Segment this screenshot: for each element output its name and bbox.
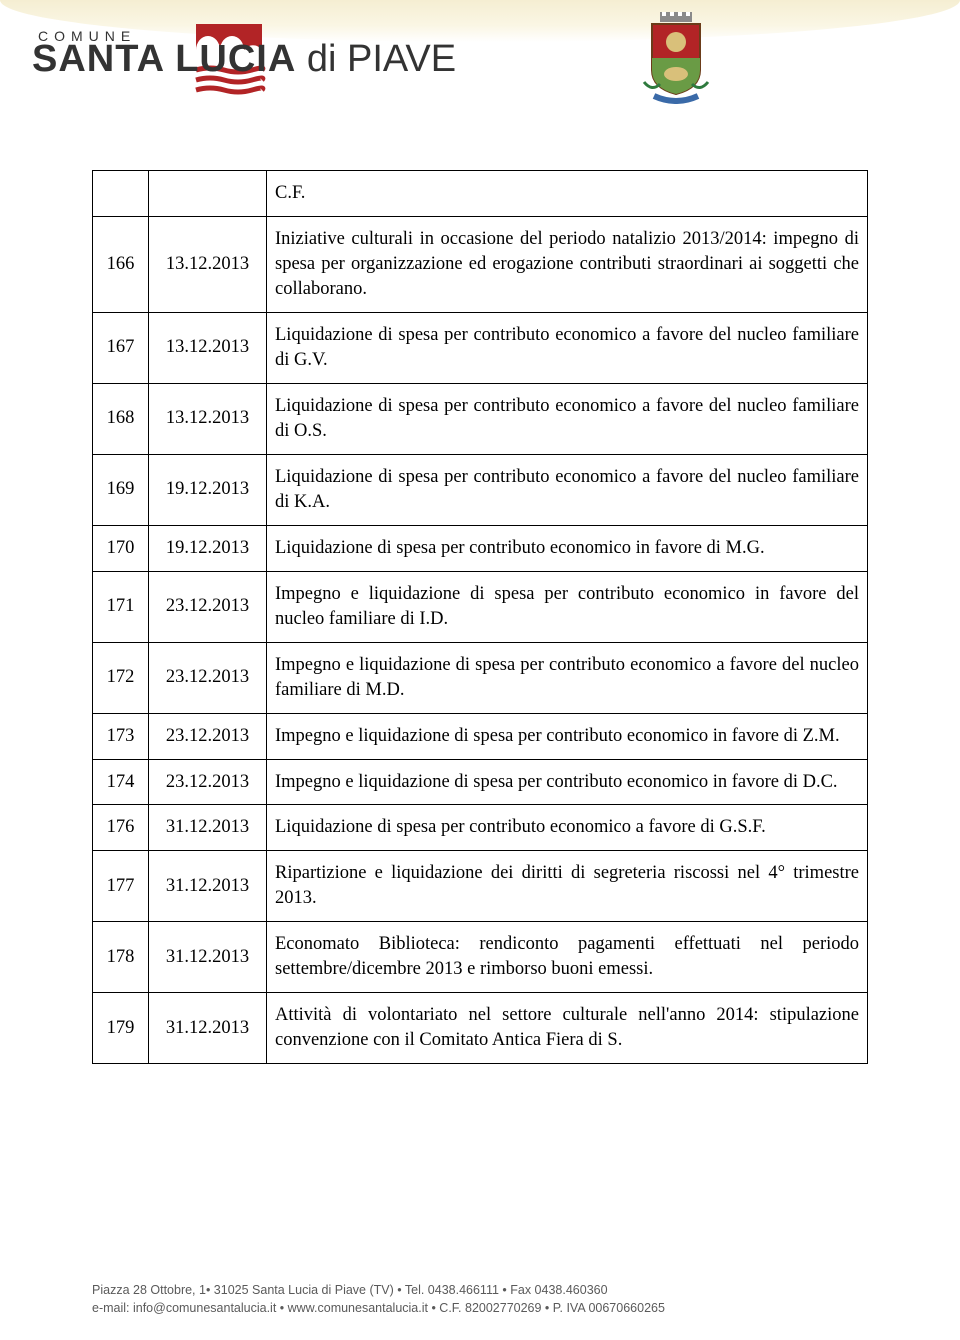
row-description: Impegno e liquidazione di spesa per cont… bbox=[267, 713, 868, 759]
row-number: 177 bbox=[93, 851, 149, 922]
row-date: 23.12.2013 bbox=[149, 642, 267, 713]
footer-line-1: Piazza 28 Ottobre, 1• 31025 Santa Lucia … bbox=[92, 1281, 665, 1300]
row-date: 31.12.2013 bbox=[149, 805, 267, 851]
row-date bbox=[149, 171, 267, 217]
row-date: 31.12.2013 bbox=[149, 993, 267, 1064]
row-description: Impegno e liquidazione di spesa per cont… bbox=[267, 759, 868, 805]
municipality-name: SANTA LUCIA di PIAVE bbox=[32, 38, 456, 81]
row-description: Liquidazione di spesa per contributo eco… bbox=[267, 805, 868, 851]
table-row: 16919.12.2013Liquidazione di spesa per c… bbox=[93, 454, 868, 525]
municipality-wordmark: COMUNE SANTA LUCIA di PIAVE bbox=[32, 28, 456, 81]
row-number: 174 bbox=[93, 759, 149, 805]
table-row: 16613.12.2013Iniziative culturali in occ… bbox=[93, 216, 868, 312]
row-number: 168 bbox=[93, 383, 149, 454]
row-description: Ripartizione e liquidazione dei diritti … bbox=[267, 851, 868, 922]
row-date: 23.12.2013 bbox=[149, 571, 267, 642]
row-description: Liquidazione di spesa per contributo eco… bbox=[267, 312, 868, 383]
row-date: 13.12.2013 bbox=[149, 383, 267, 454]
row-description: Liquidazione di spesa per contributo eco… bbox=[267, 383, 868, 454]
table-row: 17831.12.2013Economato Biblioteca: rendi… bbox=[93, 922, 868, 993]
municipal-crest-icon bbox=[642, 12, 710, 109]
row-description: Impegno e liquidazione di spesa per cont… bbox=[267, 642, 868, 713]
table-row: 17423.12.2013Impegno e liquidazione di s… bbox=[93, 759, 868, 805]
row-description: Impegno e liquidazione di spesa per cont… bbox=[267, 571, 868, 642]
name-bold: SANTA LUCIA bbox=[32, 38, 296, 80]
row-date: 31.12.2013 bbox=[149, 922, 267, 993]
row-description: Economato Biblioteca: rendiconto pagamen… bbox=[267, 922, 868, 993]
table-row: 16813.12.2013Liquidazione di spesa per c… bbox=[93, 383, 868, 454]
page-header: COMUNE SANTA LUCIA di PIAVE bbox=[0, 0, 960, 160]
row-number: 176 bbox=[93, 805, 149, 851]
table-row: C.F. bbox=[93, 171, 868, 217]
row-number: 167 bbox=[93, 312, 149, 383]
row-number: 178 bbox=[93, 922, 149, 993]
table-row: 17123.12.2013Impegno e liquidazione di s… bbox=[93, 571, 868, 642]
table-row: 17931.12.2013Attività di volontariato ne… bbox=[93, 993, 868, 1064]
row-number: 173 bbox=[93, 713, 149, 759]
row-date: 13.12.2013 bbox=[149, 312, 267, 383]
page-footer: Piazza 28 Ottobre, 1• 31025 Santa Lucia … bbox=[92, 1281, 665, 1319]
row-number: 166 bbox=[93, 216, 149, 312]
resolutions-table: C.F.16613.12.2013Iniziative culturali in… bbox=[92, 170, 868, 1064]
table-row: 16713.12.2013Liquidazione di spesa per c… bbox=[93, 312, 868, 383]
resolutions-table-wrap: C.F.16613.12.2013Iniziative culturali in… bbox=[92, 170, 868, 1064]
row-description: C.F. bbox=[267, 171, 868, 217]
table-row: 17631.12.2013Liquidazione di spesa per c… bbox=[93, 805, 868, 851]
row-description: Liquidazione di spesa per contributo eco… bbox=[267, 454, 868, 525]
row-number: 179 bbox=[93, 993, 149, 1064]
table-row: 17323.12.2013Impegno e liquidazione di s… bbox=[93, 713, 868, 759]
row-date: 19.12.2013 bbox=[149, 525, 267, 571]
row-date: 23.12.2013 bbox=[149, 759, 267, 805]
table-row: 17731.12.2013Ripartizione e liquidazione… bbox=[93, 851, 868, 922]
row-number: 170 bbox=[93, 525, 149, 571]
row-description: Iniziative culturali in occasione del pe… bbox=[267, 216, 868, 312]
table-row: 17223.12.2013Impegno e liquidazione di s… bbox=[93, 642, 868, 713]
row-number bbox=[93, 171, 149, 217]
row-number: 171 bbox=[93, 571, 149, 642]
row-description: Liquidazione di spesa per contributo eco… bbox=[267, 525, 868, 571]
row-date: 13.12.2013 bbox=[149, 216, 267, 312]
row-number: 169 bbox=[93, 454, 149, 525]
row-description: Attività di volontariato nel settore cul… bbox=[267, 993, 868, 1064]
row-date: 31.12.2013 bbox=[149, 851, 267, 922]
name-light: di PIAVE bbox=[296, 38, 456, 80]
row-date: 23.12.2013 bbox=[149, 713, 267, 759]
table-row: 17019.12.2013Liquidazione di spesa per c… bbox=[93, 525, 868, 571]
row-number: 172 bbox=[93, 642, 149, 713]
row-date: 19.12.2013 bbox=[149, 454, 267, 525]
footer-line-2: e-mail: info@comunesantalucia.it • www.c… bbox=[92, 1299, 665, 1318]
